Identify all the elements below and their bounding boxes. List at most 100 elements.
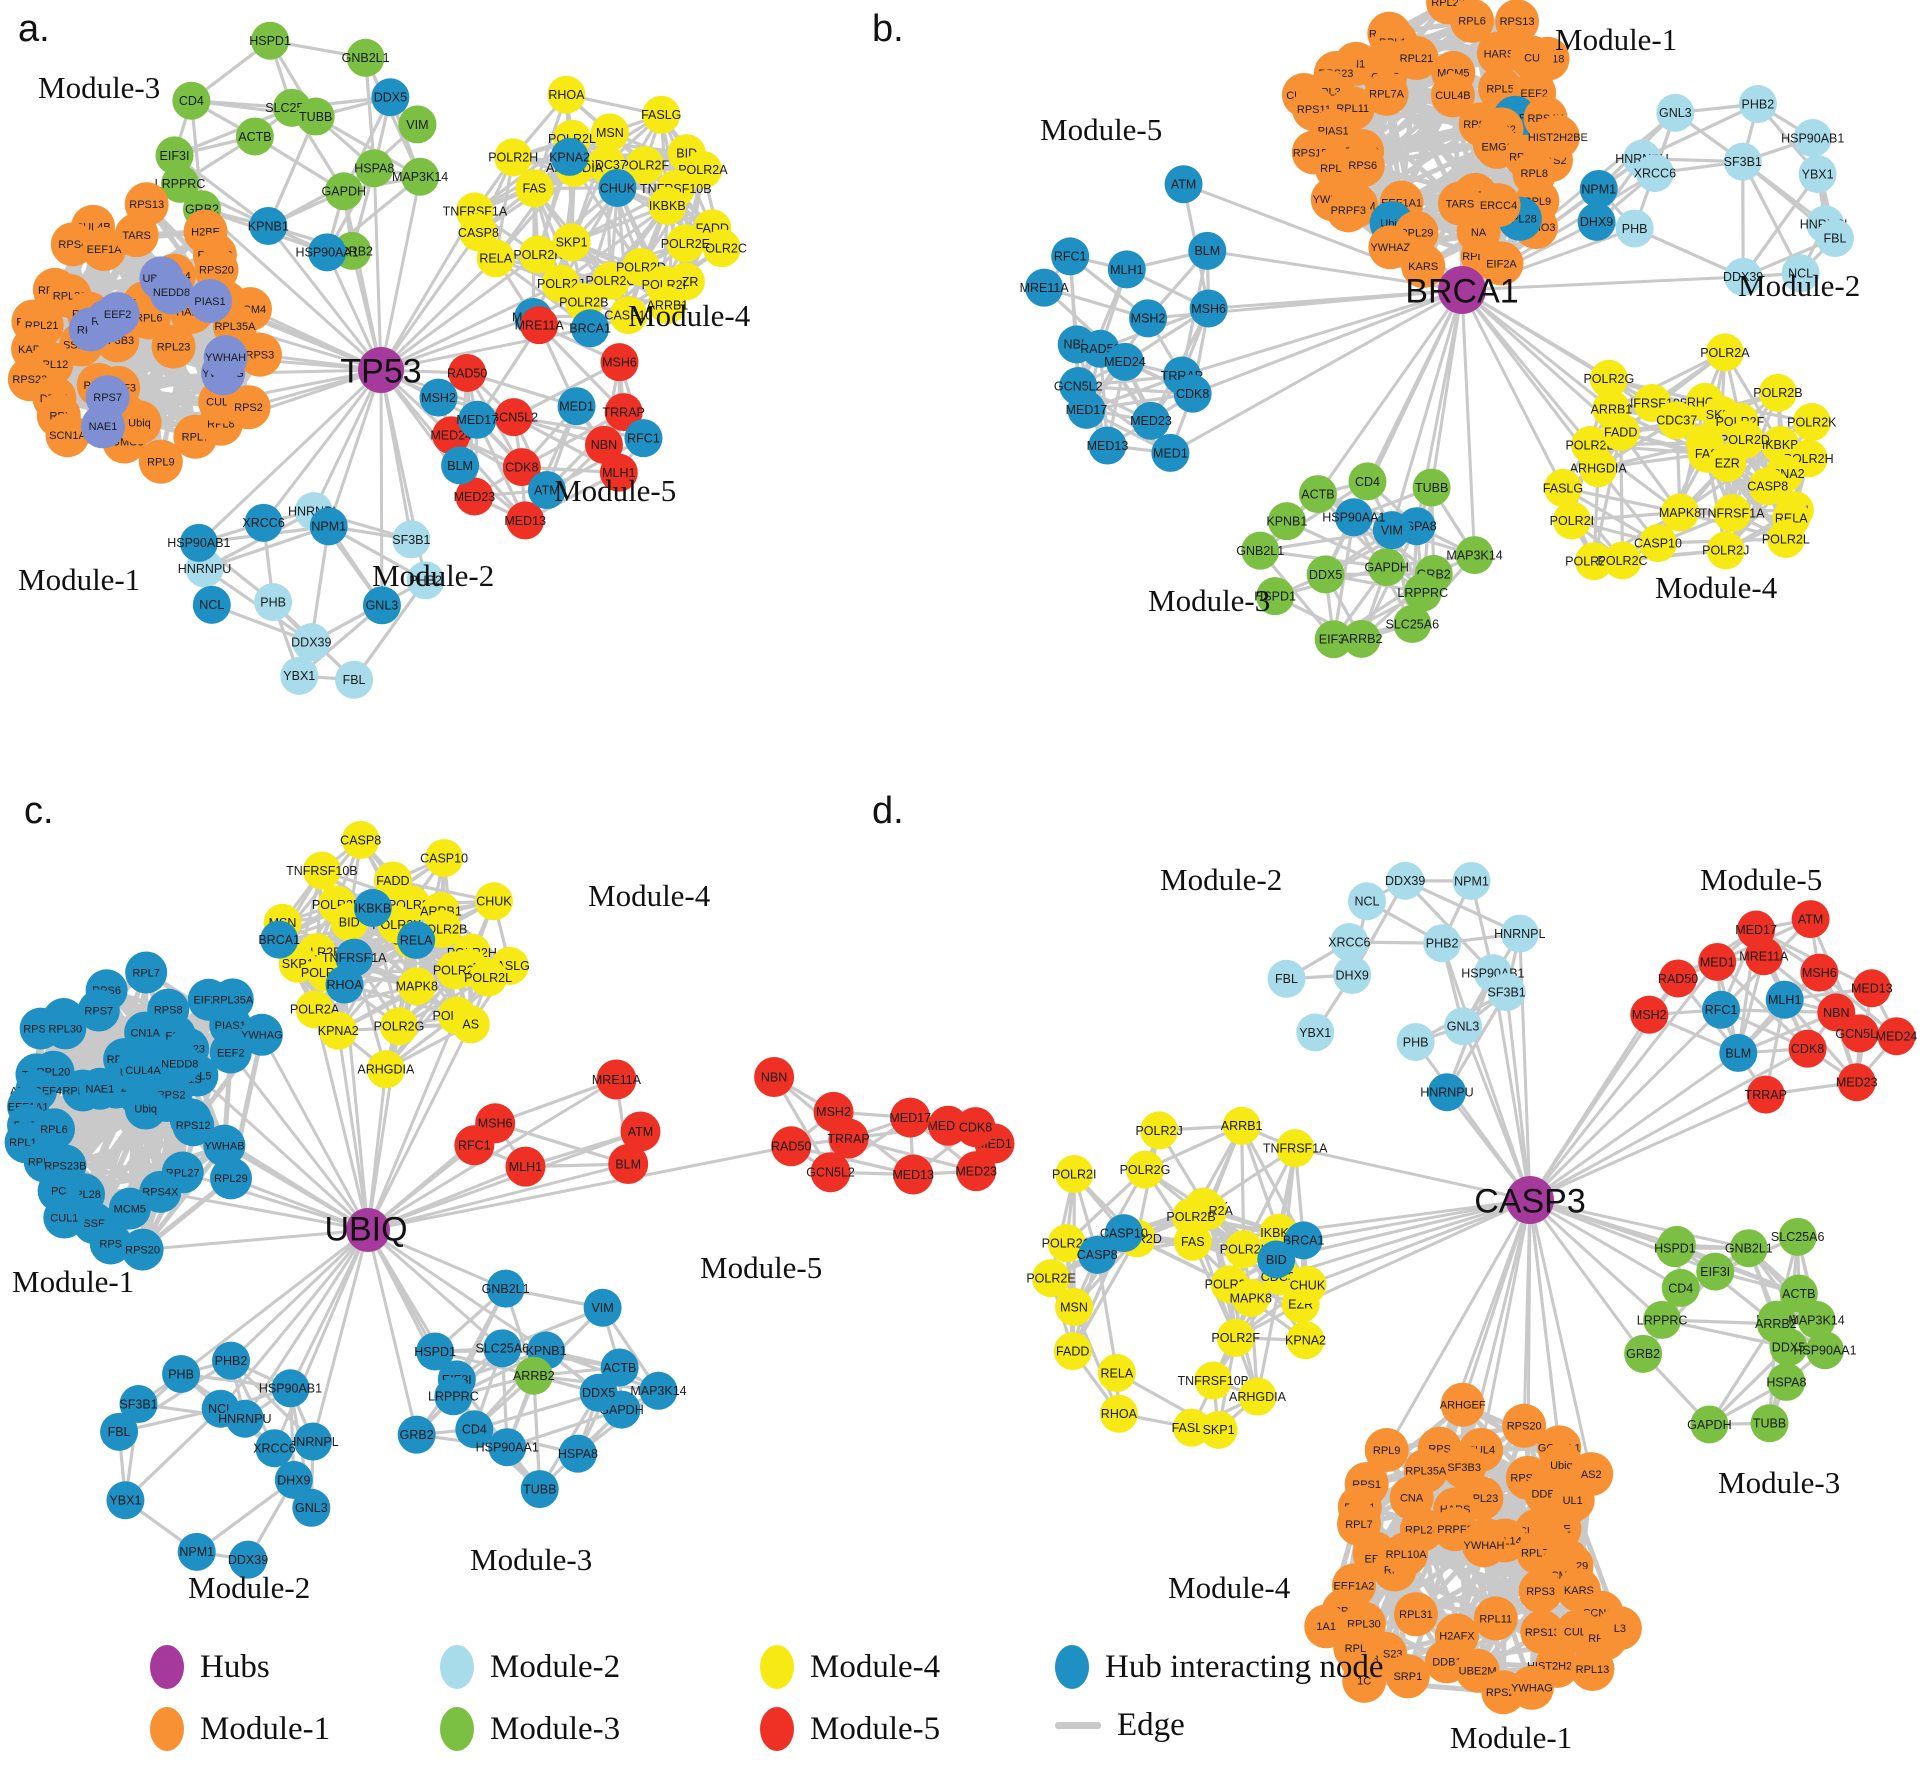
node-circle[interactable] — [251, 21, 290, 60]
network-node[interactable]: ACTB — [1298, 475, 1337, 514]
network-node[interactable]: FBL — [1267, 959, 1306, 998]
network-node[interactable]: RAD50 — [771, 1126, 811, 1167]
network-node[interactable]: TARS — [114, 213, 159, 258]
network-node[interactable]: YWHAH — [203, 335, 248, 380]
network-node[interactable]: GNL3 — [1444, 1007, 1483, 1046]
network-node[interactable]: MLH1 — [1107, 250, 1146, 289]
network-node[interactable]: MLH1 — [1765, 980, 1804, 1019]
network-node[interactable]: PHB — [1615, 209, 1654, 248]
network-node[interactable]: PHB2 — [1423, 924, 1462, 963]
network-node[interactable]: MAP3K14 — [392, 157, 448, 196]
network-node[interactable]: CHUK — [474, 882, 513, 921]
network-node[interactable]: RPS12 — [172, 1104, 215, 1147]
hub-circle[interactable] — [358, 347, 404, 393]
network-node[interactable]: RHOA — [1099, 1394, 1138, 1433]
network-node[interactable]: DDX5 — [1306, 555, 1345, 594]
network-node[interactable]: RPL7A — [1364, 71, 1409, 116]
network-node[interactable]: EIF3I — [1696, 1252, 1735, 1291]
network-node[interactable]: CDK8 — [955, 1107, 996, 1148]
network-node[interactable]: DHX9 — [1333, 955, 1372, 994]
network-node[interactable]: SRP1 — [1385, 1654, 1430, 1699]
network-node[interactable]: EIF3I — [155, 136, 194, 175]
network-node[interactable]: MRE11A — [1020, 268, 1070, 307]
network-node[interactable]: YBX1 — [1798, 155, 1837, 194]
hub-circle[interactable] — [1506, 1176, 1554, 1224]
hub-node-CASP3[interactable] — [1506, 1176, 1554, 1224]
network-node[interactable]: MED1 — [1151, 433, 1190, 472]
network-node[interactable]: BLM — [441, 446, 480, 485]
network-node[interactable]: CD4 — [1348, 462, 1387, 501]
network-node[interactable]: EZR — [1708, 443, 1747, 482]
network-node[interactable]: KPNA2 — [1285, 1321, 1326, 1360]
network-node[interactable]: RPL10A — [1384, 1531, 1429, 1576]
network-node[interactable]: SLC25A6 — [1771, 1217, 1825, 1256]
network-node[interactable]: PHB2 — [212, 1341, 251, 1380]
network-node[interactable]: CUL1 — [43, 1196, 86, 1239]
network-node[interactable]: NEDD8 — [158, 1042, 201, 1085]
network-node[interactable]: MED13 — [1087, 426, 1129, 465]
network-node[interactable]: NAE1 — [78, 1067, 121, 1110]
network-node[interactable]: FBL — [335, 660, 374, 699]
network-node[interactable]: MSH6 — [600, 343, 639, 382]
hub-node-BRCA1[interactable] — [1438, 266, 1486, 314]
network-node[interactable]: CDK8 — [1788, 1029, 1827, 1068]
network-node[interactable]: GNL3 — [1656, 93, 1695, 132]
network-node[interactable]: BLM — [608, 1144, 649, 1185]
network-node[interactable]: RPL7 — [125, 951, 168, 994]
network-node[interactable]: HSPD1 — [249, 21, 291, 60]
network-node[interactable]: FADD — [1601, 412, 1640, 451]
network-node[interactable]: RPL30 — [44, 1007, 87, 1050]
network-node[interactable]: NAE1 — [81, 404, 126, 449]
network-node[interactable]: MSH2 — [1630, 995, 1669, 1034]
network-node[interactable]: NA — [1456, 209, 1501, 254]
network-node[interactable]: KPNB1 — [248, 206, 289, 245]
network-node[interactable]: ATM — [1791, 900, 1830, 939]
network-node[interactable]: FBL — [100, 1412, 139, 1451]
network-node[interactable]: RFC1 — [624, 419, 663, 458]
network-node[interactable]: BLM — [1188, 231, 1227, 270]
network-node[interactable]: CHUK — [1288, 1265, 1327, 1304]
network-node[interactable]: MSN — [1055, 1287, 1094, 1326]
network-node[interactable]: NPM1 — [1452, 861, 1491, 900]
network-node[interactable]: RELA — [397, 921, 436, 960]
network-node[interactable]: YWHAH — [1461, 1523, 1506, 1568]
network-node[interactable]: MED1 — [557, 387, 596, 426]
network-node[interactable]: L3 — [1597, 1606, 1642, 1651]
network-node[interactable]: PIAS1 — [188, 278, 233, 323]
network-node[interactable]: SF3B1 — [1724, 142, 1762, 181]
network-node[interactable]: NEDD8 — [149, 270, 194, 315]
network-node[interactable]: SF3B1 — [1488, 973, 1526, 1012]
network-node[interactable]: MSH6 — [1189, 289, 1228, 328]
network-node[interactable]: POLR2J — [1702, 531, 1749, 570]
network-node[interactable]: FBL — [1815, 219, 1854, 258]
network-node[interactable]: YBX1 — [280, 656, 319, 695]
network-node[interactable]: PRPF3 — [1326, 188, 1371, 233]
network-node[interactable]: RPL11 — [1473, 1596, 1518, 1641]
network-node[interactable]: RFC1 — [454, 1125, 495, 1166]
network-node[interactable]: NCL — [1347, 882, 1386, 921]
hub-node-TP53[interactable] — [358, 347, 404, 393]
network-node[interactable]: RFC1 — [1702, 990, 1741, 1029]
network-node[interactable]: NPM1 — [1579, 169, 1618, 208]
network-node[interactable]: TUBB — [296, 97, 335, 136]
network-node[interactable]: RHOA — [547, 75, 586, 114]
network-node[interactable]: TUBB — [520, 1470, 559, 1509]
network-node[interactable]: ARRB1 — [1221, 1106, 1263, 1145]
network-node[interactable]: MSH2 — [1129, 299, 1168, 338]
network-node[interactable]: RPL29 — [209, 1157, 252, 1200]
network-node[interactable]: MED1 — [1698, 942, 1737, 981]
network-node[interactable]: LRPPRC — [155, 164, 206, 203]
network-node[interactable]: BID — [1257, 1240, 1296, 1279]
network-node[interactable]: BLM — [1719, 1033, 1758, 1072]
network-node[interactable]: NPM1 — [309, 507, 348, 546]
hub-node-UBIQ[interactable] — [346, 1208, 390, 1252]
network-node[interactable]: MED13 — [1851, 969, 1893, 1008]
network-node[interactable]: PHB — [162, 1354, 201, 1393]
hub-circle[interactable] — [1438, 266, 1486, 314]
network-node[interactable]: NCL — [192, 585, 231, 624]
network-node[interactable]: CHUK — [598, 168, 637, 207]
network-node[interactable]: RPL13 — [1570, 1646, 1615, 1691]
network-node[interactable]: YBX1 — [106, 1481, 145, 1520]
network-node[interactable]: VIM — [398, 105, 437, 144]
network-node[interactable]: PHB2 — [1738, 84, 1777, 123]
